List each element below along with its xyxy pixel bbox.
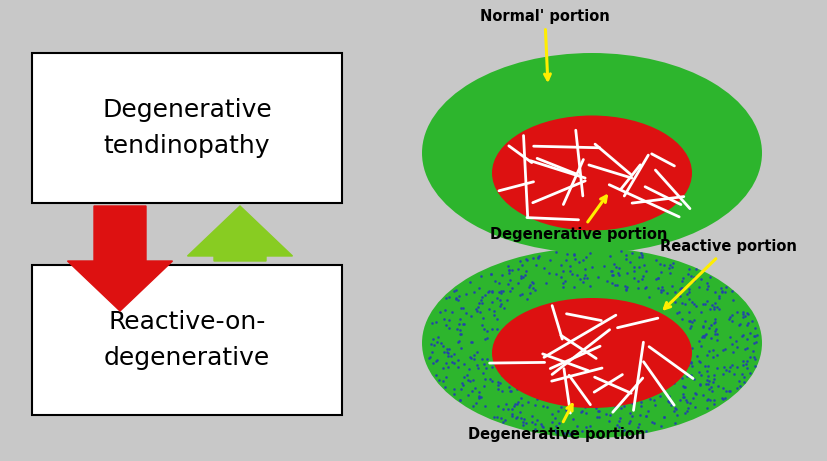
- Text: Degenerative portion: Degenerative portion: [468, 404, 645, 442]
- Text: degenerative: degenerative: [104, 346, 270, 370]
- Ellipse shape: [422, 53, 762, 253]
- Ellipse shape: [422, 248, 762, 438]
- Text: tendinopathy: tendinopathy: [103, 134, 270, 158]
- Ellipse shape: [492, 116, 692, 230]
- FancyArrow shape: [68, 206, 173, 311]
- Text: Degenerative: Degenerative: [102, 98, 272, 122]
- Text: Reactive portion: Reactive portion: [660, 239, 797, 309]
- Text: Reactive-on-: Reactive-on-: [108, 310, 265, 334]
- Text: Normal' portion: Normal' portion: [480, 9, 609, 80]
- Text: Degenerative portion: Degenerative portion: [490, 196, 667, 242]
- Ellipse shape: [492, 298, 692, 408]
- FancyBboxPatch shape: [32, 53, 342, 203]
- FancyBboxPatch shape: [32, 265, 342, 415]
- FancyArrow shape: [188, 206, 293, 261]
